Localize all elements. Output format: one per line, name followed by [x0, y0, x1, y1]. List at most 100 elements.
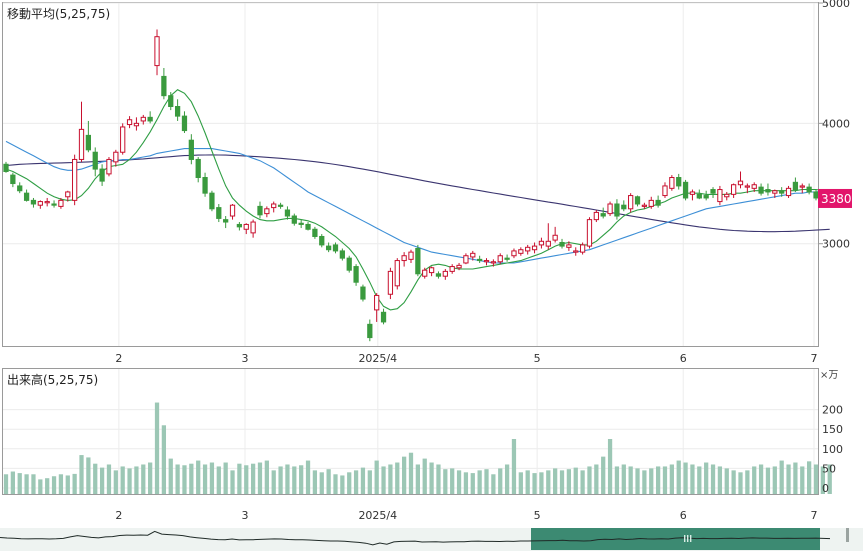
candle-body [181, 115, 188, 132]
volume-bar [347, 472, 352, 494]
candle-body [559, 241, 565, 247]
candle-body [140, 116, 146, 122]
volume-bar [93, 463, 98, 494]
volume-bar [395, 462, 400, 494]
volume-grid [3, 369, 818, 494]
candle [607, 201, 613, 217]
volume-bar [134, 466, 139, 494]
candle-body [518, 249, 524, 254]
volume-bar [333, 474, 338, 494]
candle-body [428, 267, 435, 274]
candle-body [78, 128, 85, 160]
volume-bar [758, 464, 764, 494]
candle [758, 183, 764, 196]
volume-bar [559, 470, 565, 494]
volume-bar [141, 464, 146, 494]
volume-bar [484, 469, 489, 494]
volume-bar [470, 473, 475, 494]
candle-body [99, 168, 105, 182]
volume-bar [415, 464, 420, 494]
candle [85, 120, 92, 153]
navigator-grip-icon[interactable] [684, 535, 692, 542]
volume-bar [154, 402, 160, 494]
volume-bar [148, 462, 153, 494]
candle-body [648, 199, 654, 207]
candle [229, 203, 236, 220]
price-y-tick-label: 4000 [822, 117, 850, 130]
price-grid [3, 2, 818, 346]
candle [154, 29, 160, 76]
volume-bar [79, 455, 84, 494]
candle [257, 201, 263, 219]
candle [319, 234, 325, 248]
candle-body [463, 255, 469, 264]
candle-body [332, 244, 339, 252]
candle [428, 266, 435, 277]
volume-bar [436, 464, 441, 494]
candle [37, 200, 43, 209]
candle [51, 200, 57, 208]
volume-bar [443, 469, 448, 494]
candle [312, 226, 318, 239]
navigator-selection[interactable] [531, 528, 820, 550]
candle [511, 248, 517, 259]
candle-body [710, 189, 716, 194]
candle [120, 123, 126, 155]
candle-body [607, 203, 613, 215]
candle-body [531, 245, 538, 251]
volume-bar [202, 464, 208, 494]
candle [291, 213, 297, 226]
price-panel-title: 移動平均(5,25,75) [7, 7, 110, 21]
volume-bar [51, 476, 57, 494]
volume-bar [292, 466, 297, 494]
candle [483, 258, 490, 266]
volume-bar [271, 470, 276, 494]
candle [676, 173, 682, 190]
candle [44, 197, 50, 207]
volume-x-tick-label: 5 [534, 509, 541, 522]
volume-bar [697, 466, 702, 494]
candle [806, 183, 812, 195]
range-navigator[interactable] [0, 528, 863, 551]
candle [525, 244, 531, 255]
candle-body [744, 185, 750, 188]
price-panel-frame [2, 2, 819, 347]
candle [250, 219, 256, 238]
candle [634, 195, 641, 207]
candle-body [387, 270, 394, 295]
volume-bar [388, 464, 393, 494]
volume-bar [525, 470, 530, 494]
volume-bar [408, 452, 414, 494]
volume-bar [278, 466, 283, 494]
candle [463, 253, 469, 265]
candle-body [470, 252, 476, 258]
candle [628, 193, 634, 213]
candle-body [168, 95, 174, 108]
candle-body [401, 255, 407, 262]
candle [360, 284, 366, 302]
candle-body [449, 266, 455, 272]
volume-bar [807, 461, 812, 494]
candle-body [772, 190, 778, 194]
candle [449, 264, 455, 274]
candle-body [305, 223, 311, 230]
navigator-handle-right[interactable] [846, 528, 849, 542]
candle [223, 216, 229, 229]
candle-body [579, 244, 586, 253]
volume-bar [731, 470, 736, 494]
candle-body [346, 257, 352, 271]
volume-y-tick-label: 0 [822, 482, 829, 495]
volume-bar [738, 472, 743, 494]
candle [106, 157, 112, 177]
candle-body [538, 240, 545, 246]
volume-bar [607, 439, 613, 494]
volume-bar [237, 463, 242, 494]
candle-body [456, 264, 462, 269]
volume-bar [367, 470, 372, 494]
volume-bar [113, 470, 118, 494]
volume-y-tick-label: 150 [822, 423, 843, 436]
volume-bar [312, 470, 318, 494]
volume-bar [24, 474, 29, 494]
candle [332, 242, 339, 254]
candle [600, 207, 606, 219]
